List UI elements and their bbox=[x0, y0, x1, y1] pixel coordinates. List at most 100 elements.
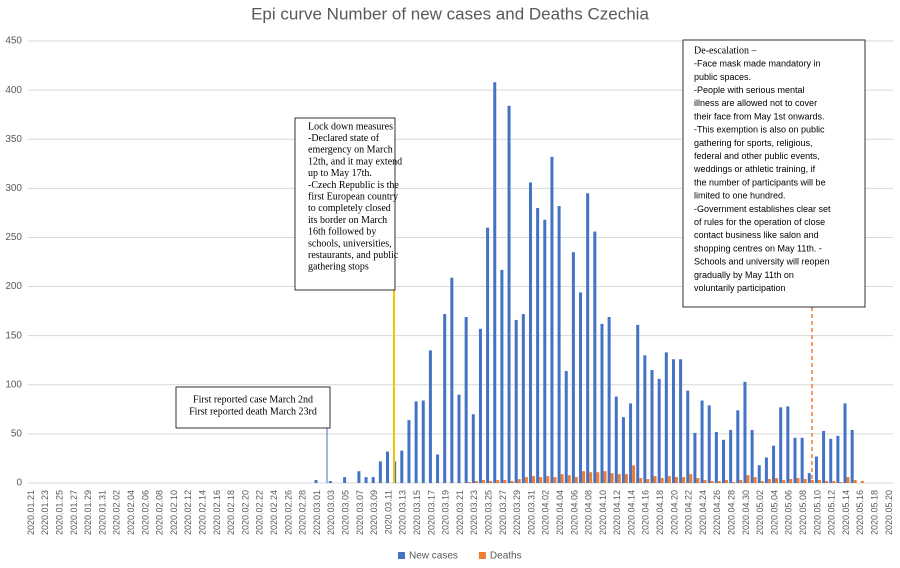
y-tick-label: 450 bbox=[5, 36, 22, 47]
annotation-text: -Government establishes clear set bbox=[694, 204, 831, 214]
x-tick-label: 2020.03.27 bbox=[498, 490, 508, 535]
bar bbox=[517, 479, 521, 483]
bar bbox=[674, 477, 678, 483]
bar bbox=[814, 456, 818, 483]
bar bbox=[732, 482, 736, 483]
bar bbox=[328, 481, 332, 483]
bar bbox=[600, 323, 604, 483]
bar bbox=[786, 406, 790, 483]
annotation-text: its border on March bbox=[308, 215, 387, 226]
annotation-text: to completely closed bbox=[308, 203, 391, 214]
bar bbox=[531, 476, 535, 483]
bar bbox=[624, 474, 628, 483]
annotation-text: up to May 17th. bbox=[308, 168, 372, 179]
x-tick-label: 2020.04.30 bbox=[741, 490, 751, 535]
chart-title: Epi curve Number of new cases and Deaths… bbox=[251, 4, 649, 23]
bar bbox=[722, 439, 726, 483]
bar bbox=[481, 480, 485, 483]
x-tick-label: 2020.04.14 bbox=[626, 490, 636, 535]
x-tick-label: 2020.01.31 bbox=[97, 490, 107, 535]
annotation-text: the number of participants will be bbox=[694, 177, 826, 187]
x-tick-label: 2020.02.06 bbox=[140, 490, 150, 535]
legend-swatch bbox=[478, 552, 486, 559]
bar bbox=[853, 480, 857, 483]
bar bbox=[528, 182, 532, 483]
x-tick-label: 2020.01.23 bbox=[40, 490, 50, 535]
x-tick-label: 2020.04.20 bbox=[669, 490, 679, 535]
annotation-text: weddings or athletic training, if bbox=[693, 164, 816, 174]
y-tick-label: 350 bbox=[5, 134, 22, 145]
x-tick-label: 2020.05.14 bbox=[841, 490, 851, 535]
x-tick-label: 2020.02.26 bbox=[283, 490, 293, 535]
bar bbox=[739, 480, 743, 483]
bar bbox=[510, 481, 514, 483]
bar bbox=[564, 371, 568, 483]
y-tick-label: 50 bbox=[11, 429, 23, 440]
x-tick-label: 2020.02.20 bbox=[240, 490, 250, 535]
annotation-box bbox=[294, 117, 396, 291]
annotation-text: First reported case March 2nd bbox=[193, 394, 313, 405]
bar bbox=[703, 480, 707, 483]
x-tick-label: 2020.01.29 bbox=[83, 490, 93, 535]
x-tick-label: 2020.03.01 bbox=[312, 490, 322, 535]
annotation-text: -People with serious mental bbox=[694, 85, 805, 95]
annotation-text: First reported death March 23rd bbox=[189, 406, 317, 417]
bar bbox=[725, 480, 729, 483]
bar bbox=[639, 478, 643, 483]
x-tick-label: 2020.05.10 bbox=[812, 490, 822, 535]
bar bbox=[621, 417, 625, 483]
x-tick-label: 2020.03.19 bbox=[441, 490, 451, 535]
y-tick-label: 300 bbox=[5, 183, 22, 194]
bar bbox=[364, 477, 368, 483]
bar bbox=[671, 359, 675, 483]
bar bbox=[717, 481, 721, 483]
bar bbox=[832, 481, 836, 483]
x-tick-label: 2020.04.10 bbox=[598, 490, 608, 535]
annotation-text: first European country bbox=[308, 191, 398, 202]
bar bbox=[560, 474, 564, 483]
bar bbox=[667, 476, 671, 483]
x-tick-label: 2020.03.31 bbox=[526, 490, 536, 535]
bar bbox=[693, 432, 697, 483]
annotation-text: 16th followed by bbox=[308, 227, 376, 238]
x-tick-label: 2020.01.27 bbox=[69, 490, 79, 535]
x-tick-label: 2020.04.18 bbox=[655, 490, 665, 535]
x-tick-label: 2020.03.03 bbox=[326, 490, 336, 535]
bar bbox=[753, 477, 757, 483]
bar bbox=[489, 481, 493, 483]
x-tick-label: 2020.04.16 bbox=[641, 490, 651, 535]
x-tick-label: 2020.04.22 bbox=[684, 490, 694, 535]
bar bbox=[574, 477, 578, 483]
bar bbox=[689, 474, 693, 483]
x-tick-label: 2020.02.10 bbox=[169, 490, 179, 535]
bar bbox=[457, 394, 461, 483]
x-tick-label: 2020.02.08 bbox=[155, 490, 165, 535]
x-tick-label: 2020.03.23 bbox=[469, 490, 479, 535]
annotation-text: restaurants, and public bbox=[308, 250, 399, 261]
x-tick-label: 2020.01.25 bbox=[55, 490, 65, 535]
x-tick-label: 2020.02.04 bbox=[126, 490, 136, 535]
bar bbox=[603, 471, 607, 483]
bar bbox=[807, 473, 811, 483]
bar bbox=[357, 471, 361, 483]
bar bbox=[496, 480, 500, 483]
bar bbox=[450, 277, 454, 483]
bar bbox=[443, 314, 447, 483]
annotation-box bbox=[175, 386, 331, 429]
annotation-text: their face from May 1st onwards. bbox=[694, 111, 825, 121]
annotation-text: gathering stops bbox=[308, 262, 369, 273]
bar bbox=[775, 478, 779, 483]
bar bbox=[736, 410, 740, 483]
x-tick-label: 2020.02.24 bbox=[269, 490, 279, 535]
bar bbox=[543, 219, 547, 483]
x-tick-label: 2020.03.05 bbox=[340, 490, 350, 535]
bar bbox=[789, 479, 793, 483]
bar bbox=[629, 403, 633, 483]
annotation-text: -Declared state of bbox=[308, 133, 380, 144]
annotations: Lock down measures-Declared state ofemer… bbox=[189, 45, 831, 417]
bar bbox=[507, 105, 511, 484]
bar bbox=[846, 477, 850, 483]
grid: 0 50 100 150 200 250 300 350 400 450 2020.01.21 202… bbox=[5, 36, 893, 535]
bar bbox=[646, 479, 650, 483]
